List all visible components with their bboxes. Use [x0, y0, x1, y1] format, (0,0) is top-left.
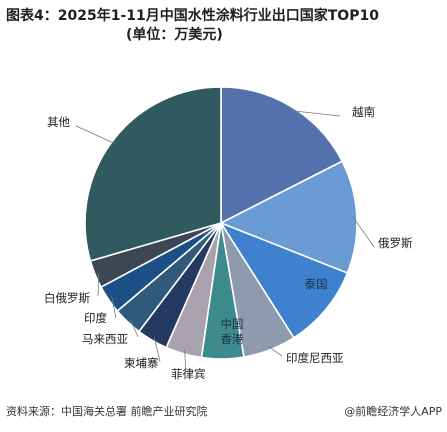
slice-label: 印度 [84, 311, 107, 325]
slice-label: 柬埔寨 [124, 356, 159, 370]
leader-line [352, 216, 375, 248]
chart-title-line2: (单位：万美元) [126, 27, 223, 43]
slice-label: 白俄罗斯 [44, 291, 90, 305]
pie-slice [220, 86, 344, 225]
slice-label: 其他 [47, 115, 70, 129]
pie-slices [84, 86, 358, 360]
chart-title: 图表4：2025年1-11月中国水性涂料行业出口国家TOP10 (单位：万美元) [6, 7, 442, 45]
brand-credit: @前瞻经济学人APP [344, 405, 442, 418]
leader-line [75, 125, 116, 145]
leader-line [129, 318, 139, 338]
slice-label: 越南 [352, 105, 375, 119]
slice-label: 马来西亚 [82, 332, 128, 346]
chart-title-line1: 图表4：2025年1-11月中国水性涂料行业出口国家TOP10 [6, 8, 379, 24]
leader-line [184, 349, 187, 373]
leader-line [111, 297, 117, 319]
leader-line [97, 272, 100, 297]
slice-label: 中国香港 [221, 317, 244, 346]
slice-label: 俄罗斯 [378, 236, 413, 250]
leader-line [268, 345, 283, 357]
pie-leader-lines [75, 110, 375, 373]
leader-line [289, 110, 341, 117]
pie-slice [219, 160, 358, 275]
pie-slice [84, 86, 222, 262]
footer: 资料来源：中国海关总署 前瞻产业研究院 @前瞻经济学人APP [6, 403, 442, 421]
pie-slice [219, 221, 349, 339]
slice-label: 泰国 [305, 277, 328, 291]
slice-label: 印度尼西亚 [286, 351, 344, 365]
leader-line [153, 336, 161, 363]
slice-label: 菲律宾 [171, 367, 206, 381]
source-note: 资料来源：中国海关总署 前瞻产业研究院 [6, 405, 208, 418]
